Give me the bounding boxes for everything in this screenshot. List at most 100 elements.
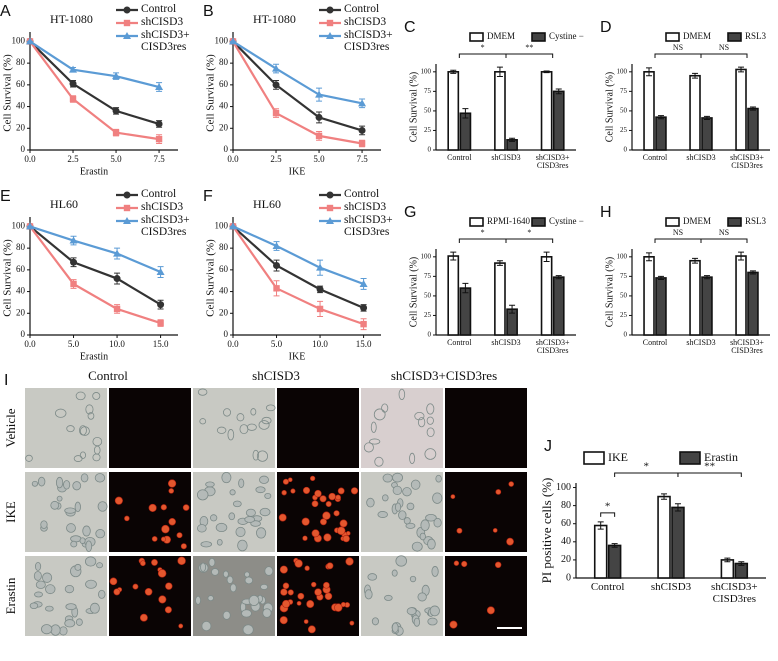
cell — [370, 421, 377, 433]
significance-bracket — [458, 53, 507, 58]
y-tick-label: 20 — [219, 307, 229, 317]
y-tick-label: 0 — [224, 329, 229, 339]
cell — [70, 540, 78, 548]
fluorescence-image — [445, 556, 527, 636]
y-axis-label: Cell Survival (%) — [408, 257, 419, 328]
bar — [447, 255, 460, 336]
cell — [424, 448, 437, 460]
legend-label: shCISD3+ CISD3res — [141, 29, 190, 53]
error-bar — [509, 137, 516, 142]
pi-cell — [151, 536, 158, 542]
pi-cell — [165, 582, 173, 590]
fluorescence-image — [109, 556, 191, 636]
legend-label: IKE — [608, 450, 628, 464]
legend-label: shCISD3+ CISD3res — [141, 214, 190, 238]
data-point — [70, 258, 78, 266]
cell — [413, 617, 421, 627]
pi-cell — [323, 581, 330, 589]
y-tick-label: 20 — [16, 307, 26, 317]
cell — [211, 568, 220, 576]
column-label: shCISD3+CISD3res — [391, 368, 497, 383]
pi-cell — [148, 503, 157, 512]
x-tick-label: 10.0 — [312, 339, 328, 349]
y-axis-label: Cell Survival (%) — [604, 72, 615, 143]
x-tick-label-text: shCISD3 — [491, 154, 521, 162]
cell — [405, 522, 416, 529]
bar — [701, 117, 713, 151]
y-axis-label: Cell Survival (%) — [205, 54, 217, 132]
legend-label: shCISD3 — [344, 201, 386, 213]
y-tick-label: 60 — [16, 264, 26, 274]
significance-bracket — [700, 53, 748, 58]
legend-marker — [123, 6, 131, 14]
cell — [195, 595, 201, 605]
y-axis-label: PI positive cells (%) — [539, 478, 554, 584]
series-line — [232, 225, 365, 309]
bar — [540, 256, 553, 336]
cell — [196, 489, 209, 501]
cell — [417, 592, 427, 602]
cell — [56, 495, 63, 502]
cell — [259, 507, 271, 517]
cell — [197, 524, 207, 533]
significance-bracket — [600, 512, 616, 517]
legend-swatch — [469, 32, 484, 42]
error-bar — [462, 108, 469, 119]
pi-cell — [302, 535, 308, 541]
cell — [84, 556, 97, 567]
legend-label: shCISD3 — [141, 16, 183, 28]
cell — [232, 500, 242, 508]
bar — [540, 71, 553, 151]
bar — [593, 524, 608, 579]
cell — [35, 580, 46, 589]
pi-cell — [339, 519, 348, 528]
bar — [671, 506, 685, 579]
legend-label: RSL3 — [745, 31, 767, 41]
series-line — [29, 40, 160, 125]
cell — [59, 626, 68, 636]
cell — [34, 591, 43, 598]
cell — [420, 519, 430, 531]
cell — [89, 602, 100, 614]
significance-bracket — [505, 238, 554, 243]
row-label: IKE — [3, 501, 18, 523]
panel-label: J — [544, 438, 552, 455]
cell — [85, 579, 97, 589]
cell — [29, 602, 39, 610]
cell — [79, 451, 87, 459]
y-tick-label: 40 — [561, 536, 571, 547]
pi-cell — [311, 529, 320, 538]
pi-cell — [322, 511, 331, 520]
x-tick-label: 7.5 — [153, 154, 165, 164]
cell — [431, 566, 439, 577]
legend-label-text: Control — [141, 188, 177, 200]
pi-cell — [311, 500, 319, 508]
pi-cell — [167, 479, 177, 488]
y-tick-label: 75 — [424, 87, 432, 95]
error-bar — [646, 252, 653, 262]
pi-cell — [296, 600, 302, 606]
x-tick-label: 2.5 — [270, 154, 282, 164]
panel-label: I — [4, 372, 8, 389]
series-line — [29, 40, 160, 89]
legend-swatch — [679, 451, 701, 465]
data-point — [229, 37, 237, 45]
data-point — [113, 249, 122, 257]
legend-label-text: Control — [344, 3, 380, 15]
pi-cell — [278, 513, 287, 522]
y-tick-label: 50 — [424, 292, 432, 300]
x-tick-label: shCISD3+ CISD3res — [536, 339, 570, 355]
pi-cell — [168, 518, 176, 526]
x-tick-label: Control — [643, 339, 667, 347]
pi-cell — [324, 592, 333, 601]
legend-label: Cystine − — [549, 31, 584, 41]
y-tick-label: 100 — [421, 67, 432, 75]
bar — [459, 287, 472, 336]
cell — [92, 436, 103, 447]
y-tick-label: 25 — [620, 311, 628, 319]
y-tick-label: 60 — [219, 264, 229, 274]
pi-cell — [157, 569, 167, 578]
pi-cell — [178, 623, 184, 629]
pi-cell — [314, 588, 322, 596]
cell — [205, 481, 215, 488]
